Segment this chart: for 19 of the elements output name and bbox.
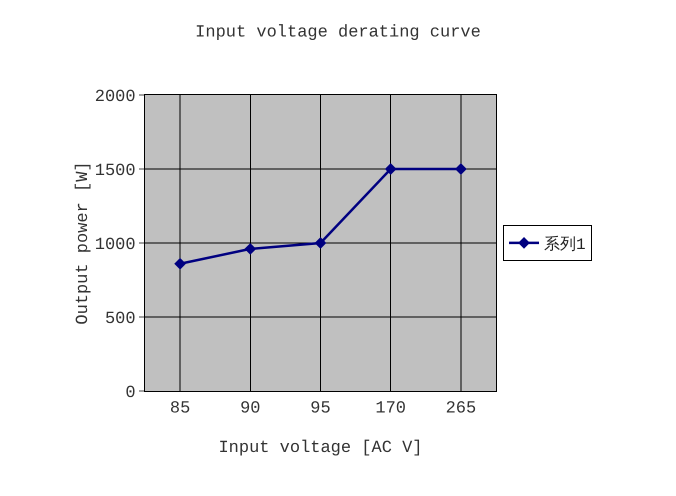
x-axis-title: Input voltage [AC V] [218, 439, 423, 458]
y-tick-label: 500 [104, 310, 136, 329]
y-axis-title: Output power [W] [74, 161, 93, 325]
y-tick-label: 1500 [94, 162, 136, 181]
point [314, 237, 326, 249]
point [244, 243, 256, 255]
point [455, 163, 467, 175]
legend-label: 系列1 [544, 235, 586, 254]
y-tick-label: 1000 [94, 236, 136, 255]
y-tick-label: 0 [125, 384, 136, 403]
x-tick-label: 170 [375, 399, 406, 418]
chart-title: Input voltage derating curve [195, 24, 481, 43]
x-tick-label: 90 [240, 399, 261, 418]
point [174, 258, 186, 270]
y-tick-label: 2000 [94, 88, 136, 107]
point [384, 163, 397, 175]
x-tick-label: 95 [310, 399, 331, 418]
x-tick-label: 85 [170, 399, 190, 418]
x-tick-label: 265 [446, 399, 476, 418]
